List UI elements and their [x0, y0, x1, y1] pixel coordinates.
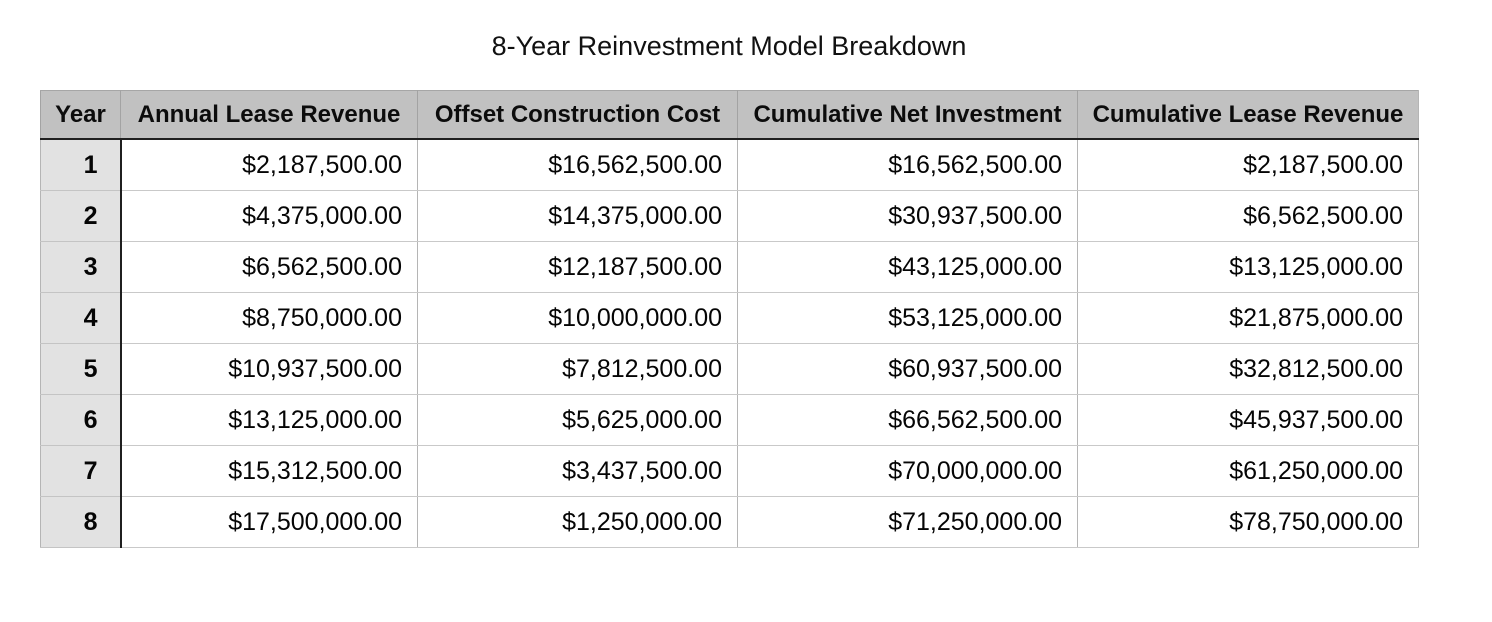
annual-lease-revenue-cell: $17,500,000.00 [120, 496, 418, 548]
cumulative-lease-revenue-cell: $61,250,000.00 [1077, 445, 1419, 497]
column-header-cumulative-net-investment: Cumulative Net Investment [737, 90, 1078, 140]
cumulative-net-investment-cell: $71,250,000.00 [737, 496, 1078, 548]
page-title: 8-Year Reinvestment Model Breakdown [491, 31, 967, 61]
table-row: 4 $8,750,000.00 $10,000,000.00 $53,125,0… [40, 292, 1419, 344]
cumulative-lease-revenue-cell: $78,750,000.00 [1077, 496, 1419, 548]
year-cell: 3 [40, 241, 122, 293]
cumulative-net-investment-cell: $70,000,000.00 [737, 445, 1078, 497]
cumulative-lease-revenue-cell: $32,812,500.00 [1077, 343, 1419, 395]
table-header: Year Annual Lease Revenue Offset Constru… [40, 90, 1419, 140]
annual-lease-revenue-cell: $8,750,000.00 [120, 292, 418, 344]
table-row: 8 $17,500,000.00 $1,250,000.00 $71,250,0… [40, 496, 1419, 548]
cumulative-net-investment-cell: $66,562,500.00 [737, 394, 1078, 446]
table-row: 5 $10,937,500.00 $7,812,500.00 $60,937,5… [40, 343, 1419, 395]
cumulative-lease-revenue-cell: $21,875,000.00 [1077, 292, 1419, 344]
cumulative-lease-revenue-cell: $13,125,000.00 [1077, 241, 1419, 293]
header-row: Year Annual Lease Revenue Offset Constru… [40, 90, 1419, 140]
column-header-year: Year [40, 90, 121, 140]
annual-lease-revenue-cell: $15,312,500.00 [120, 445, 418, 497]
table-container: 8-Year Reinvestment Model Breakdown Year… [40, 30, 1419, 548]
table-body: 1 $2,187,500.00 $16,562,500.00 $16,562,5… [40, 139, 1419, 548]
cumulative-lease-revenue-cell: $2,187,500.00 [1077, 139, 1419, 191]
year-cell: 7 [40, 445, 122, 497]
table-row: 7 $15,312,500.00 $3,437,500.00 $70,000,0… [40, 445, 1419, 497]
table-row: 1 $2,187,500.00 $16,562,500.00 $16,562,5… [40, 139, 1419, 191]
table-row: 2 $4,375,000.00 $14,375,000.00 $30,937,5… [40, 190, 1419, 242]
offset-construction-cost-cell: $12,187,500.00 [417, 241, 738, 293]
cumulative-net-investment-cell: $43,125,000.00 [737, 241, 1078, 293]
cumulative-net-investment-cell: $60,937,500.00 [737, 343, 1078, 395]
year-cell: 2 [40, 190, 122, 242]
offset-construction-cost-cell: $3,437,500.00 [417, 445, 738, 497]
offset-construction-cost-cell: $14,375,000.00 [417, 190, 738, 242]
year-cell: 1 [40, 139, 122, 191]
offset-construction-cost-cell: $10,000,000.00 [417, 292, 738, 344]
cumulative-net-investment-cell: $53,125,000.00 [737, 292, 1078, 344]
year-cell: 8 [40, 496, 122, 548]
year-cell: 6 [40, 394, 122, 446]
table-row: 6 $13,125,000.00 $5,625,000.00 $66,562,5… [40, 394, 1419, 446]
column-header-cumulative-lease-revenue: Cumulative Lease Revenue [1077, 90, 1419, 140]
reinvestment-table: Year Annual Lease Revenue Offset Constru… [40, 90, 1419, 548]
annual-lease-revenue-cell: $6,562,500.00 [120, 241, 418, 293]
offset-construction-cost-cell: $16,562,500.00 [417, 139, 738, 191]
year-cell: 5 [40, 343, 122, 395]
column-header-annual-lease-revenue: Annual Lease Revenue [120, 90, 418, 140]
annual-lease-revenue-cell: $10,937,500.00 [120, 343, 418, 395]
annual-lease-revenue-cell: $2,187,500.00 [120, 139, 418, 191]
offset-construction-cost-cell: $5,625,000.00 [417, 394, 738, 446]
table-row: 3 $6,562,500.00 $12,187,500.00 $43,125,0… [40, 241, 1419, 293]
column-header-offset-construction-cost: Offset Construction Cost [417, 90, 738, 140]
cumulative-net-investment-cell: $30,937,500.00 [737, 190, 1078, 242]
offset-construction-cost-cell: $1,250,000.00 [417, 496, 738, 548]
cumulative-net-investment-cell: $16,562,500.00 [737, 139, 1078, 191]
offset-construction-cost-cell: $7,812,500.00 [417, 343, 738, 395]
year-cell: 4 [40, 292, 122, 344]
cumulative-lease-revenue-cell: $6,562,500.00 [1077, 190, 1419, 242]
cumulative-lease-revenue-cell: $45,937,500.00 [1077, 394, 1419, 446]
annual-lease-revenue-cell: $4,375,000.00 [120, 190, 418, 242]
annual-lease-revenue-cell: $13,125,000.00 [120, 394, 418, 446]
